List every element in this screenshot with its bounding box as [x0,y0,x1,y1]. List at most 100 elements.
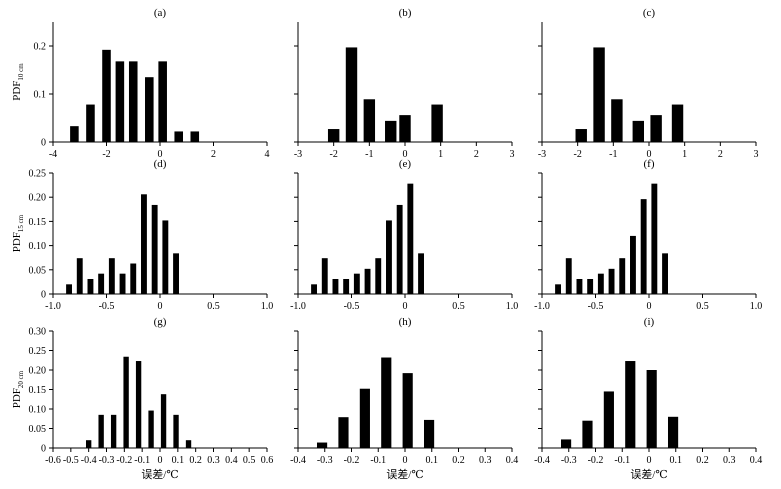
x-tick-label: 0.2 [452,455,465,466]
x-tick-label: 0 [158,149,163,160]
y-axis-label-main: PDF [11,81,23,101]
panel-title: (e) [399,158,412,170]
x-tick-label: 2 [474,149,479,160]
histogram-bar [162,220,169,294]
histogram-bar [115,61,125,142]
histogram-bar [190,131,200,142]
x-tick-label: 0 [403,455,408,466]
histogram-bar [185,440,192,448]
x-tick-label: 0.3 [723,455,736,466]
x-tick-label: -0.5 [344,301,360,312]
y-tick-label: 0.10 [29,405,47,416]
histogram-bar [375,258,382,294]
x-tick-label: 0 [158,455,163,466]
histogram-bar [85,440,92,448]
y-tick-label: 0.15 [29,385,47,396]
histogram-bar [619,258,626,294]
histogram-bar [608,268,615,294]
histogram-bar [576,278,583,294]
histogram-bar [353,273,360,294]
x-tick-label: -0.3 [99,455,115,466]
histogram-bar [70,126,79,142]
panel-f: (f) -1.0 -0.5 0 0.5 1.0 [534,158,762,312]
x-tick-label: -0.5 [63,455,79,466]
panel-d: (d) -1.0 -0.5 0 0.5 1.0 0 0.05 0.10 0.15 0.20 0.25 P… [11,158,273,312]
panel-title: (a) [154,7,167,19]
histogram-bar [587,278,594,294]
histogram-bar [593,47,605,142]
histogram-bar [359,388,370,448]
histogram-bar [381,357,392,448]
histogram-bar [98,273,105,294]
histogram-bar [173,253,179,294]
histogram-bar [86,104,95,142]
x-tick-label: 0.5 [243,455,256,466]
histogram-bar [76,258,83,294]
histogram-bar [632,120,645,142]
y-tick-label: 0.05 [29,265,47,276]
y-tick-label: 0.20 [29,366,47,377]
histogram-bar [651,183,658,294]
panel-title: (i) [644,316,655,328]
y-tick-label: 0 [41,290,46,301]
histogram-bar [141,194,147,294]
y-axis-label-main: PDF [11,232,23,252]
x-tick-label: 0 [403,301,408,312]
panel-title: (h) [399,316,412,328]
histogram-bar [671,104,684,142]
histogram-bar [332,278,339,294]
x-tick-label: -0.2 [344,455,360,466]
histogram-bar [160,394,167,448]
y-tick-label: 0 [41,138,46,149]
histogram-bar [108,258,115,294]
histogram-bar [135,361,142,448]
panel-h: (h) -0.4 -0.3 -0.2 -0.1 0 0.1 0.2 0.3 0.4 误差/℃ [290,316,518,481]
x-tick-label: -0.4 [81,455,97,466]
x-tick-label: 0.5 [207,301,220,312]
x-tick-label: 0 [647,149,652,160]
panel-b: (b) -3 -2 -1 0 1 2 3 [294,7,515,160]
y-tick-label: 0.30 [29,327,47,338]
x-axis-label: 误差/℃ [141,467,178,481]
y-tick-label: 0.1 [34,90,47,101]
y-axis-label: PDF15 cm [11,214,25,252]
histogram-bar [102,49,111,143]
x-tick-label: 1.0 [750,301,763,312]
x-tick-label: 3 [754,149,759,160]
y-tick-label: 0.25 [29,346,47,357]
y-axis-label: PDF10 cm [11,63,25,101]
histogram-bar [396,204,403,294]
histogram-bar [582,420,593,448]
panel-i: (i) -0.4 -0.3 -0.2 -0.1 0 0.1 0.2 0.3 0.4 误差/℃ [534,316,762,481]
histogram-bar [128,61,138,142]
x-tick-label: 0.5 [452,301,465,312]
x-tick-label: 4 [265,149,270,160]
histogram-bar [625,361,636,448]
x-tick-label: 2 [718,149,723,160]
histogram-bar [407,183,414,294]
x-tick-label: -0.3 [561,455,577,466]
histogram-bar [603,391,614,448]
x-tick-label: -3 [538,149,546,160]
y-axis-label: PDF20 cm [11,370,25,408]
panel-title: (b) [399,7,412,19]
histogram-bar [173,414,179,448]
histogram-bar [418,253,424,294]
y-tick-label: 0.25 [29,169,47,180]
histogram-bar [327,129,340,142]
y-axis-label-subscript: 20 cm [17,370,25,388]
histogram-bar [662,253,668,294]
histogram-bar [667,416,679,448]
histogram-bar [565,258,572,294]
x-tick-label: -0.4 [534,455,550,466]
x-tick-label: -1.0 [534,301,550,312]
histogram-bar [158,61,167,142]
x-tick-label: -0.5 [99,301,115,312]
x-tick-label: 0 [647,455,652,466]
panel-title: (f) [644,158,655,170]
histogram-bar [646,370,657,448]
panel-a: (a) -4 -2 0 2 4 0 0.1 0.2 PDF10 cm [11,7,270,160]
x-tick-label: -0.5 [588,301,604,312]
histogram-bar [650,115,662,142]
y-tick-label: 0.2 [34,42,47,53]
